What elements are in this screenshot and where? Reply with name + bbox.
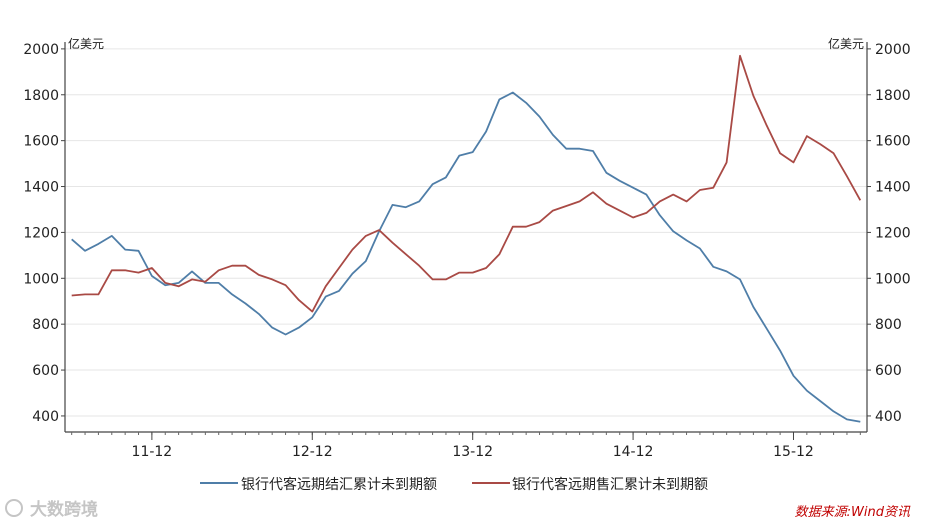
right-tick-label: 400 [875,409,902,425]
right-tick-label: 1600 [875,134,911,150]
series-line-settlement [71,91,861,423]
watermark-text: 大数跨境 [30,499,98,520]
right-axis-unit: 亿美元 [828,36,864,51]
right-tick-label: 1800 [875,88,911,104]
right-tick-labels: 2000 1800 1600 1400 1200 1000 800 600 400 [867,42,911,425]
left-tick-label: 1400 [23,180,59,196]
right-tick-label: 2000 [875,42,911,58]
right-tick-label: 1000 [875,271,911,287]
x-tick-label: 14-12 [613,444,654,460]
right-tick-label: 1200 [875,225,911,241]
x-tick-label: 15-12 [773,444,814,460]
left-tick-label: 600 [32,363,59,379]
left-tick-label: 2000 [23,42,59,58]
left-axis-unit: 亿美元 [68,36,104,51]
legend: 银行代客远期结汇累计未到期额 银行代客远期售汇累计未到期额 [200,476,708,493]
watermark: 大数跨境 [5,499,98,520]
left-tick-label: 800 [32,317,59,333]
gridlines [65,48,867,417]
watermark-logo-icon [5,499,23,517]
left-tick-label: 1800 [23,88,59,104]
right-tick-label: 800 [875,317,902,333]
left-tick-label: 1200 [23,225,59,241]
legend-label-settlement: 银行代客远期结汇累计未到期额 [241,476,437,493]
series-line-sale [71,54,862,313]
left-tick-label: 1600 [23,134,59,150]
source-note: 数据来源:Wind资讯 [795,505,911,520]
left-tick-label: 1000 [23,271,59,287]
x-tick-label: 12-12 [292,444,333,460]
series-layer [71,54,862,423]
right-tick-label: 1400 [875,180,911,196]
left-tick-labels: 2000 1800 1600 1400 1200 1000 800 600 400 [23,42,65,425]
legend-label-sale: 银行代客远期售汇累计未到期额 [512,476,708,493]
axes [64,42,868,433]
x-tick-label: 13-12 [452,444,493,460]
x-tick-label: 11-12 [132,444,173,460]
right-tick-label: 600 [875,363,902,379]
left-tick-label: 400 [32,409,59,425]
x-ticks: 11-12 12-12 13-12 14-12 15-12 [71,432,861,460]
